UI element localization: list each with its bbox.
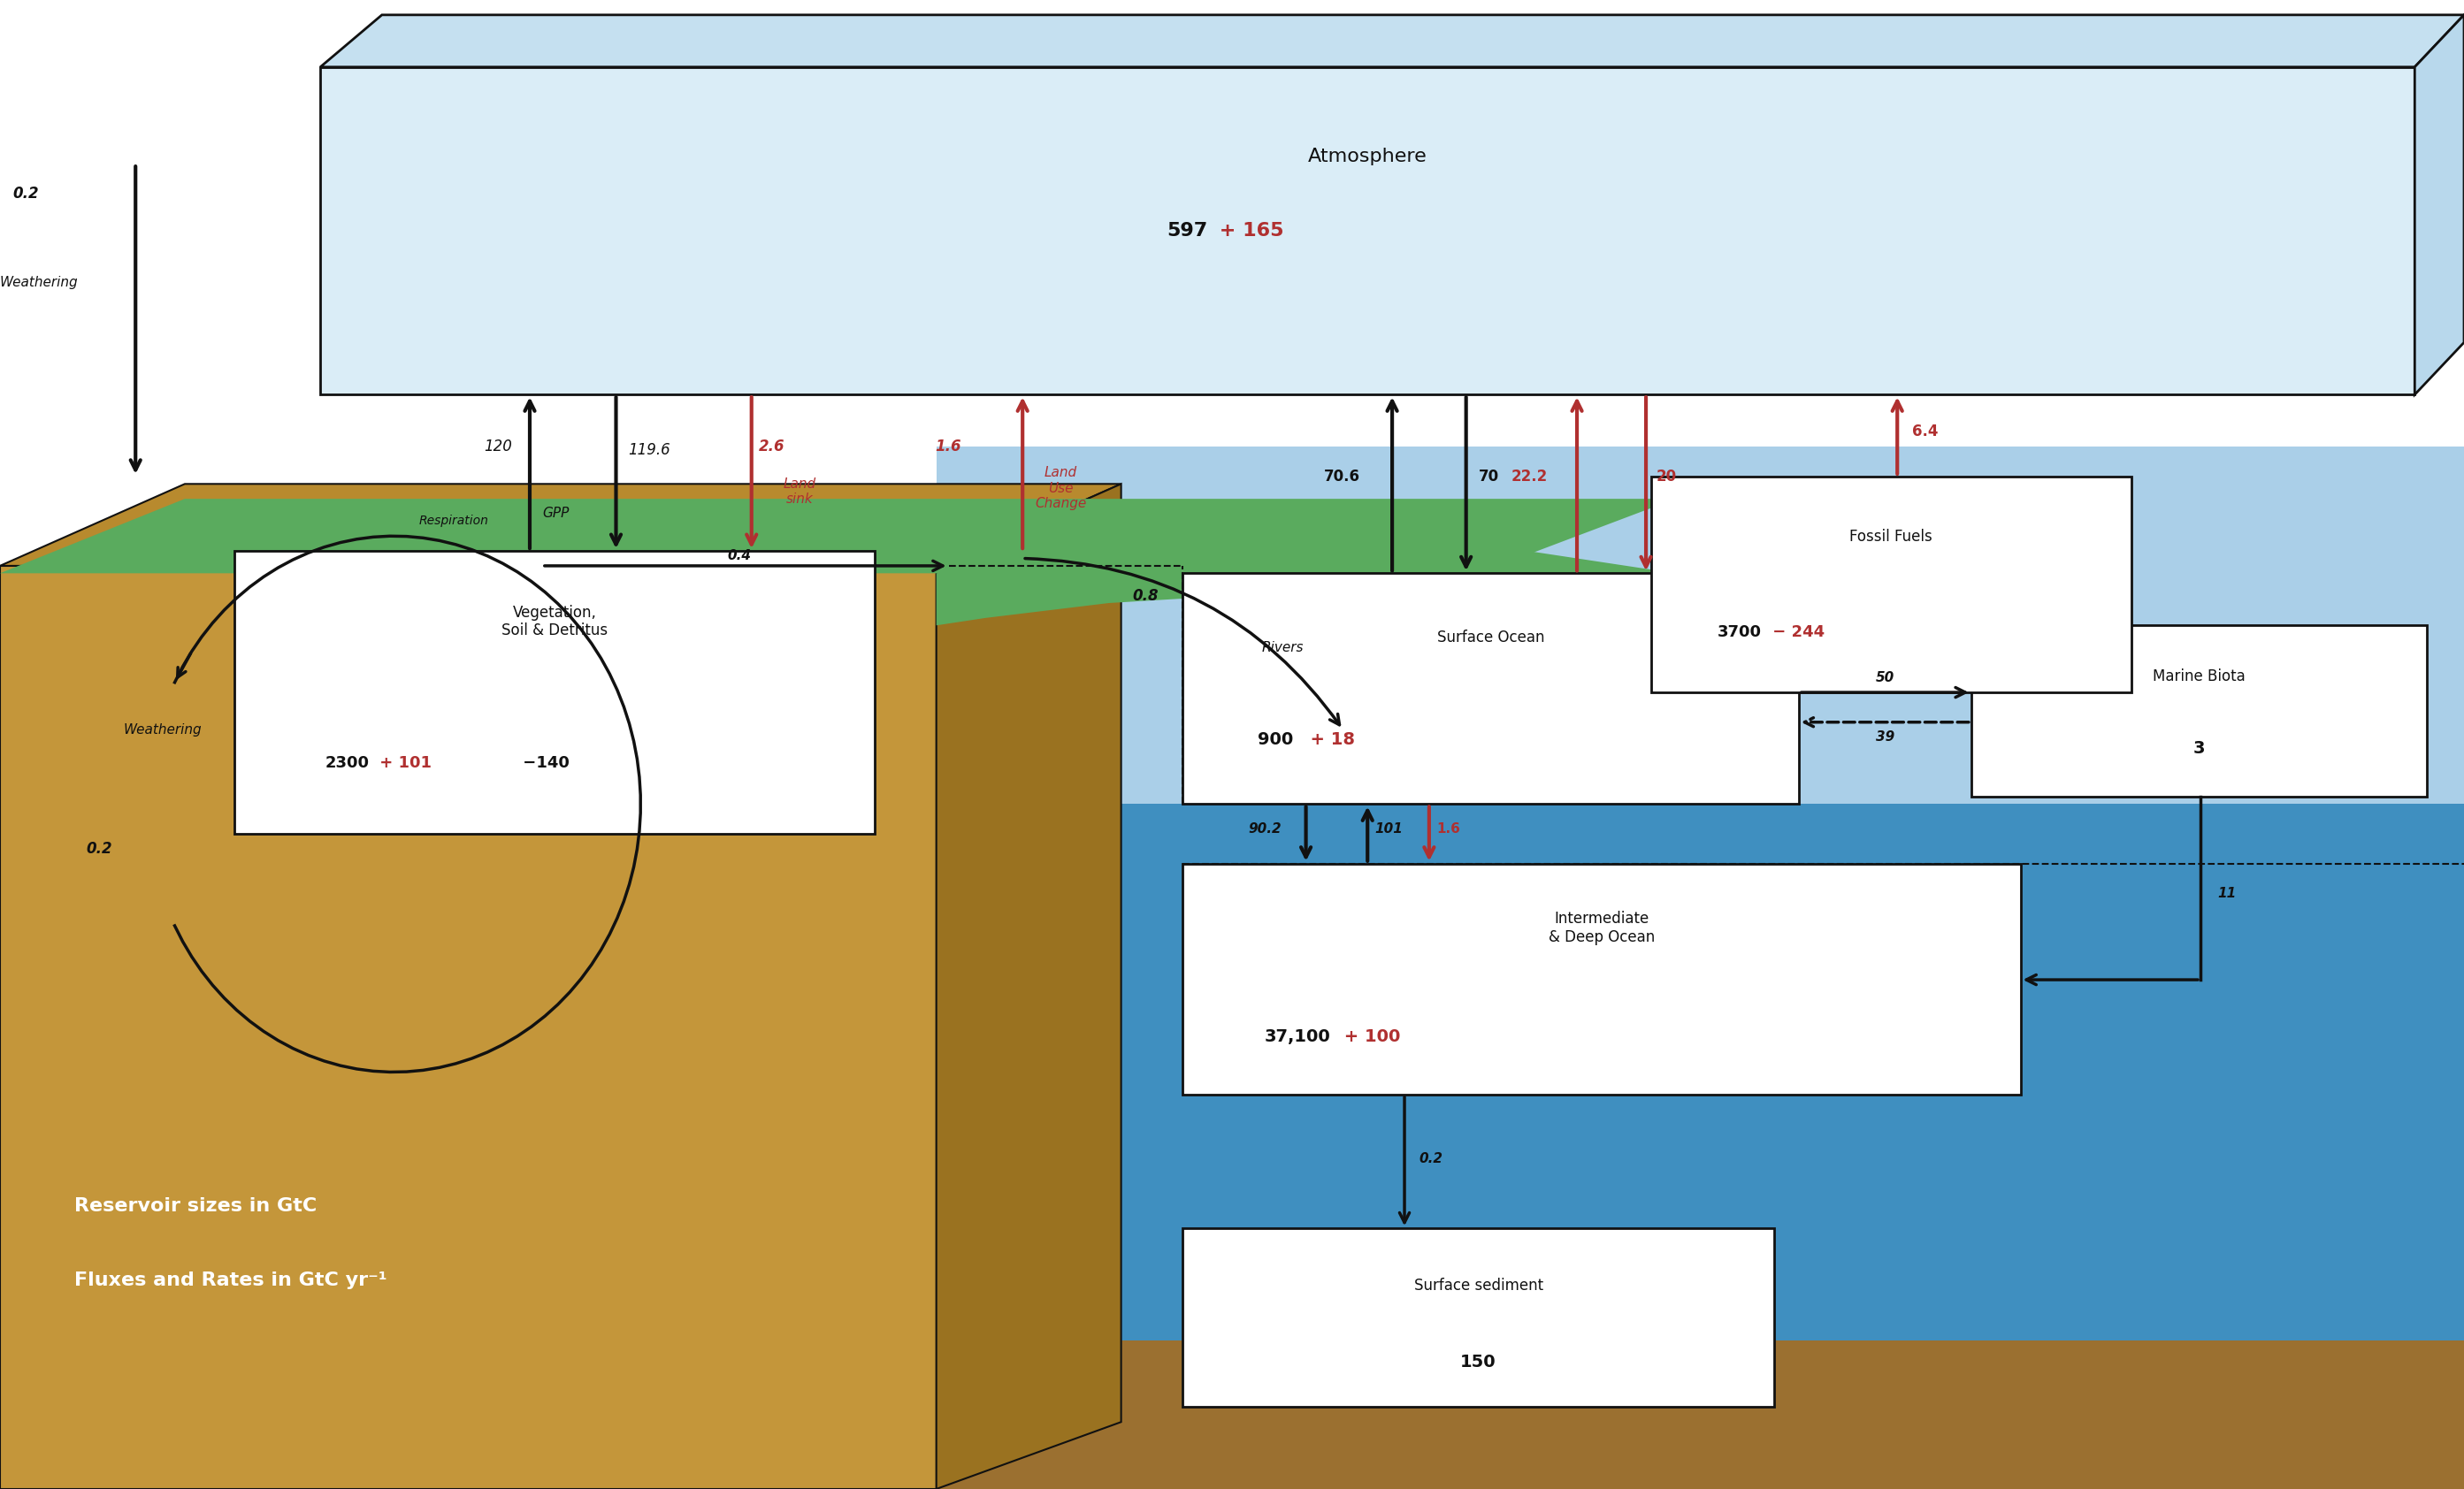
Text: Land
sink: Land sink (784, 476, 816, 506)
Text: 1.6: 1.6 (1437, 823, 1461, 835)
Text: 6.4: 6.4 (1912, 424, 1939, 439)
Text: GPP: GPP (542, 508, 569, 520)
Text: 70: 70 (1478, 469, 1498, 484)
Text: 0.2: 0.2 (86, 841, 113, 856)
Polygon shape (936, 804, 2464, 1340)
Text: 150: 150 (1461, 1354, 1496, 1371)
Text: + 165: + 165 (1212, 222, 1284, 240)
Polygon shape (936, 1340, 2464, 1489)
Polygon shape (936, 529, 1676, 625)
Polygon shape (320, 67, 2415, 395)
Text: 3700: 3700 (1717, 624, 1762, 640)
Text: 0.2: 0.2 (1419, 1152, 1444, 1164)
Text: 50: 50 (1875, 672, 1895, 683)
Text: 900: 900 (1259, 731, 1294, 747)
Text: Atmosphere: Atmosphere (1308, 147, 1427, 165)
Text: 3: 3 (2193, 740, 2205, 756)
Text: + 18: + 18 (1299, 731, 1355, 747)
Text: 120: 120 (485, 439, 513, 454)
Text: 1.6: 1.6 (934, 439, 961, 454)
Polygon shape (320, 15, 2464, 67)
Text: Land
Use
Change: Land Use Change (1035, 466, 1087, 511)
Text: Vegetation,
Soil & Detritus: Vegetation, Soil & Detritus (500, 605, 609, 639)
Text: Intermediate
& Deep Ocean: Intermediate & Deep Ocean (1547, 911, 1656, 946)
Text: 20: 20 (1656, 469, 1676, 484)
Text: 597: 597 (1165, 222, 1207, 240)
Text: Surface sediment: Surface sediment (1414, 1278, 1542, 1294)
Text: 2.6: 2.6 (759, 439, 786, 454)
Text: Weathering: Weathering (123, 724, 202, 736)
Text: 70.6: 70.6 (1323, 469, 1360, 484)
FancyBboxPatch shape (1183, 573, 1799, 804)
Polygon shape (936, 447, 2464, 804)
Text: 101: 101 (1375, 823, 1402, 835)
Text: Rivers: Rivers (1262, 642, 1303, 654)
Text: 119.6: 119.6 (628, 442, 670, 457)
Text: Weathering: Weathering (0, 277, 79, 289)
Text: Respiration: Respiration (419, 515, 488, 527)
Text: 0.8: 0.8 (1133, 588, 1158, 603)
Text: 0.4: 0.4 (727, 549, 752, 561)
Text: 39: 39 (1875, 731, 1895, 743)
Text: Marine Biota: Marine Biota (2154, 669, 2245, 685)
Text: Fossil Fuels: Fossil Fuels (1850, 529, 1932, 545)
Polygon shape (0, 499, 1676, 573)
Polygon shape (2415, 15, 2464, 395)
Polygon shape (936, 484, 1121, 1489)
Text: Reservoir sizes in GtC: Reservoir sizes in GtC (74, 1197, 315, 1215)
Text: 22.2: 22.2 (1510, 469, 1547, 484)
Text: + 101: + 101 (375, 755, 431, 771)
Polygon shape (0, 566, 936, 1489)
FancyBboxPatch shape (234, 551, 875, 834)
Text: − 244: − 244 (1767, 624, 1823, 640)
FancyBboxPatch shape (1971, 625, 2427, 797)
Text: 11: 11 (2218, 887, 2237, 899)
Text: 90.2: 90.2 (1247, 823, 1281, 835)
FancyBboxPatch shape (1651, 476, 2131, 692)
Text: 0.2: 0.2 (12, 186, 39, 201)
Text: Fluxes and Rates in GtC yr⁻¹: Fluxes and Rates in GtC yr⁻¹ (74, 1272, 387, 1289)
Text: 2300: 2300 (325, 755, 370, 771)
Polygon shape (0, 484, 1121, 566)
Text: Surface Ocean: Surface Ocean (1437, 630, 1545, 646)
Text: 37,100: 37,100 (1264, 1029, 1331, 1045)
Text: −140: −140 (517, 755, 569, 771)
FancyBboxPatch shape (1183, 1228, 1774, 1407)
Text: + 100: + 100 (1338, 1029, 1400, 1045)
FancyBboxPatch shape (1183, 864, 2020, 1094)
